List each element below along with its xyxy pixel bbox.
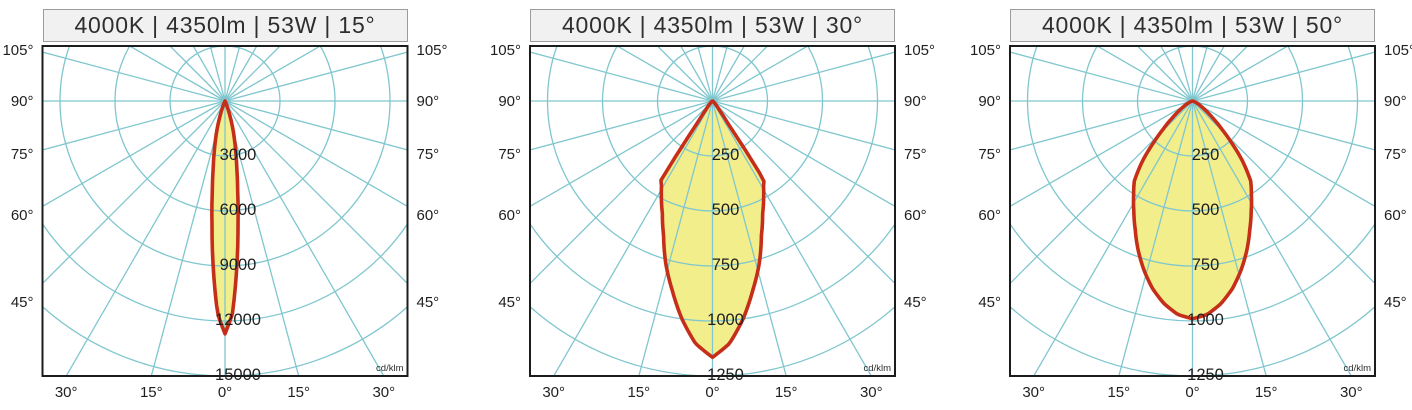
polar-grid bbox=[42, 46, 408, 376]
chart-labels: 250 500 750 1000 1250 105° 105° 90° 90° 75° 75° 60°… bbox=[970, 42, 1412, 401]
right-angle-label: 75° bbox=[904, 146, 927, 163]
left-angle-label: 105° bbox=[970, 42, 1001, 59]
beam-curve bbox=[210, 99, 240, 336]
left-angle-label: 60° bbox=[498, 207, 521, 224]
right-angle-label: 60° bbox=[417, 207, 440, 224]
ring-value-label: 9000 bbox=[220, 256, 257, 274]
polar-grid bbox=[530, 46, 895, 376]
left-angle-label: 75° bbox=[11, 146, 34, 163]
plot-frame bbox=[1009, 45, 1376, 377]
left-angle-label: 90° bbox=[11, 93, 34, 110]
left-angle-label: 90° bbox=[498, 93, 521, 110]
ring-value-label: 12000 bbox=[215, 311, 261, 329]
bottom-angle-label: 30° bbox=[860, 384, 883, 401]
bottom-angle-label: 30° bbox=[542, 384, 565, 401]
plot-area bbox=[530, 46, 895, 376]
ring-value-label: 1250 bbox=[1187, 366, 1224, 384]
ring-value-label: 1000 bbox=[1187, 311, 1224, 329]
right-angle-label: 60° bbox=[1384, 207, 1407, 224]
chart-title-50deg: 4000K | 4350lm | 53W | 50° bbox=[1010, 9, 1375, 42]
left-angle-label: 75° bbox=[978, 146, 1001, 163]
unit-label: cd/klm bbox=[864, 363, 892, 374]
left-angle-label: 75° bbox=[498, 146, 521, 163]
plot-area bbox=[42, 46, 408, 376]
left-angle-label: 60° bbox=[11, 207, 34, 224]
bottom-angle-label: 0° bbox=[705, 384, 719, 401]
ring-value-label: 500 bbox=[712, 201, 740, 219]
right-angle-label: 45° bbox=[904, 294, 927, 311]
chart-labels: 250 500 750 1000 1250 105° 105° 90° 90° 75° 75° 60°… bbox=[490, 42, 935, 401]
left-angle-label: 60° bbox=[978, 207, 1001, 224]
bottom-angle-label: 30° bbox=[1022, 384, 1045, 401]
ring-value-label: 1000 bbox=[707, 311, 744, 329]
bottom-angle-label: 30° bbox=[55, 384, 78, 401]
chart-labels: 3000 6000 9000 12000 15000 105° 105° 90° 90° 75° 7… bbox=[2, 42, 447, 401]
right-angle-label: 90° bbox=[904, 93, 927, 110]
bottom-angle-label: 30° bbox=[1340, 384, 1363, 401]
ring-value-label: 750 bbox=[1192, 256, 1220, 274]
ring-value-label: 500 bbox=[1192, 201, 1220, 219]
ring-value-label: 250 bbox=[712, 146, 740, 164]
ring-value-label: 250 bbox=[1192, 146, 1220, 164]
plot-frame bbox=[529, 45, 896, 377]
right-angle-label: 90° bbox=[417, 93, 440, 110]
bottom-angle-label: 15° bbox=[627, 384, 650, 401]
left-angle-label: 45° bbox=[978, 294, 1001, 311]
chart-title-30deg: 4000K | 4350lm | 53W | 30° bbox=[530, 9, 895, 42]
bottom-angle-label: 15° bbox=[287, 384, 310, 401]
plot-frame bbox=[41, 45, 409, 377]
right-angle-label: 45° bbox=[1384, 294, 1407, 311]
bottom-angle-label: 15° bbox=[140, 384, 163, 401]
right-angle-label: 90° bbox=[1384, 93, 1407, 110]
left-angle-label: 105° bbox=[490, 42, 521, 59]
bottom-angle-label: 15° bbox=[775, 384, 798, 401]
bottom-angle-label: 15° bbox=[1107, 384, 1130, 401]
left-angle-label: 45° bbox=[11, 294, 34, 311]
bottom-angle-label: 15° bbox=[1255, 384, 1278, 401]
ring-value-label: 3000 bbox=[220, 146, 257, 164]
right-angle-label: 105° bbox=[1384, 42, 1412, 59]
left-angle-label: 45° bbox=[498, 294, 521, 311]
unit-label: cd/klm bbox=[376, 363, 404, 374]
unit-label: cd/klm bbox=[1344, 363, 1372, 374]
bottom-angle-label: 0° bbox=[1185, 384, 1199, 401]
bottom-angle-label: 30° bbox=[372, 384, 395, 401]
beam-curve bbox=[659, 99, 766, 360]
right-angle-label: 60° bbox=[904, 207, 927, 224]
beam-curve bbox=[1131, 99, 1254, 321]
right-angle-label: 105° bbox=[417, 42, 448, 59]
left-angle-label: 90° bbox=[978, 93, 1001, 110]
polar-grid bbox=[1010, 46, 1375, 376]
ring-value-label: 6000 bbox=[220, 201, 257, 219]
ring-value-label: 15000 bbox=[215, 366, 261, 384]
plot-area bbox=[1010, 46, 1375, 376]
right-angle-label: 105° bbox=[904, 42, 935, 59]
ring-value-label: 750 bbox=[712, 256, 740, 274]
bottom-angle-label: 0° bbox=[218, 384, 232, 401]
right-angle-label: 75° bbox=[1384, 146, 1407, 163]
right-angle-label: 45° bbox=[417, 294, 440, 311]
right-angle-label: 75° bbox=[417, 146, 440, 163]
left-angle-label: 105° bbox=[2, 42, 33, 59]
chart-title-15deg: 4000K | 4350lm | 53W | 15° bbox=[42, 9, 408, 42]
ring-value-label: 1250 bbox=[707, 366, 744, 384]
